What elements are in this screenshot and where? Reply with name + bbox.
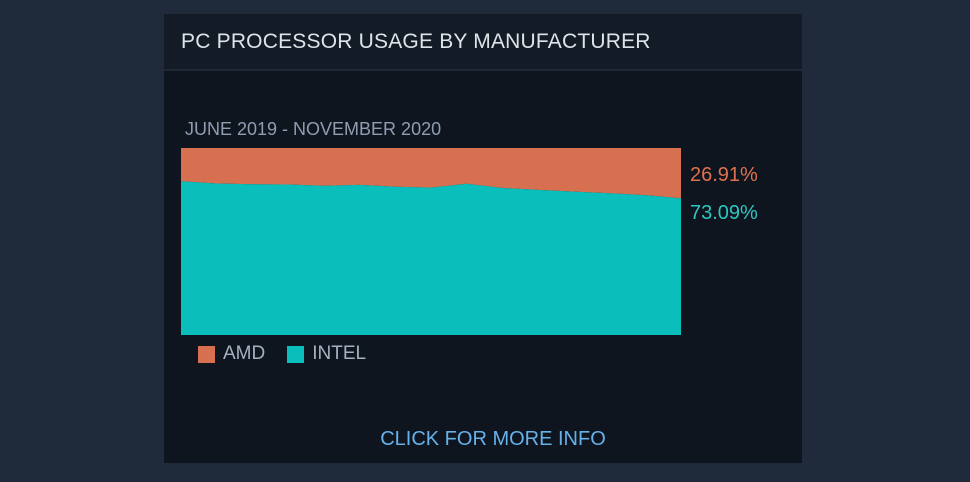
panel-title: PC PROCESSOR USAGE BY MANUFACTURER (181, 30, 651, 53)
intel-latest-value-label: 73.09% (690, 202, 758, 224)
intel-area-series (181, 181, 681, 335)
chart-subtitle: JUNE 2019 - NOVEMBER 2020 (185, 119, 442, 139)
legend-item-amd: AMD (198, 343, 265, 365)
chart-legend: AMD INTEL (198, 342, 388, 366)
cpu-usage-panel: PC PROCESSOR USAGE BY MANUFACTURER JUNE … (164, 14, 802, 463)
legend-label-amd: AMD (223, 343, 266, 364)
more-info-link[interactable]: CLICK FOR MORE INFO (380, 428, 606, 450)
legend-swatch-amd (198, 345, 215, 363)
legend-label-intel: INTEL (312, 343, 367, 364)
amd-latest-value-label: 26.91% (690, 164, 758, 186)
stacked-area-chart: 26.91% 73.09% (181, 148, 758, 335)
legend-item-intel: INTEL (287, 343, 366, 365)
legend-swatch-intel (287, 345, 305, 363)
panel-header: PC PROCESSOR USAGE BY MANUFACTURER (164, 14, 802, 71)
amd-area-series (181, 148, 681, 199)
